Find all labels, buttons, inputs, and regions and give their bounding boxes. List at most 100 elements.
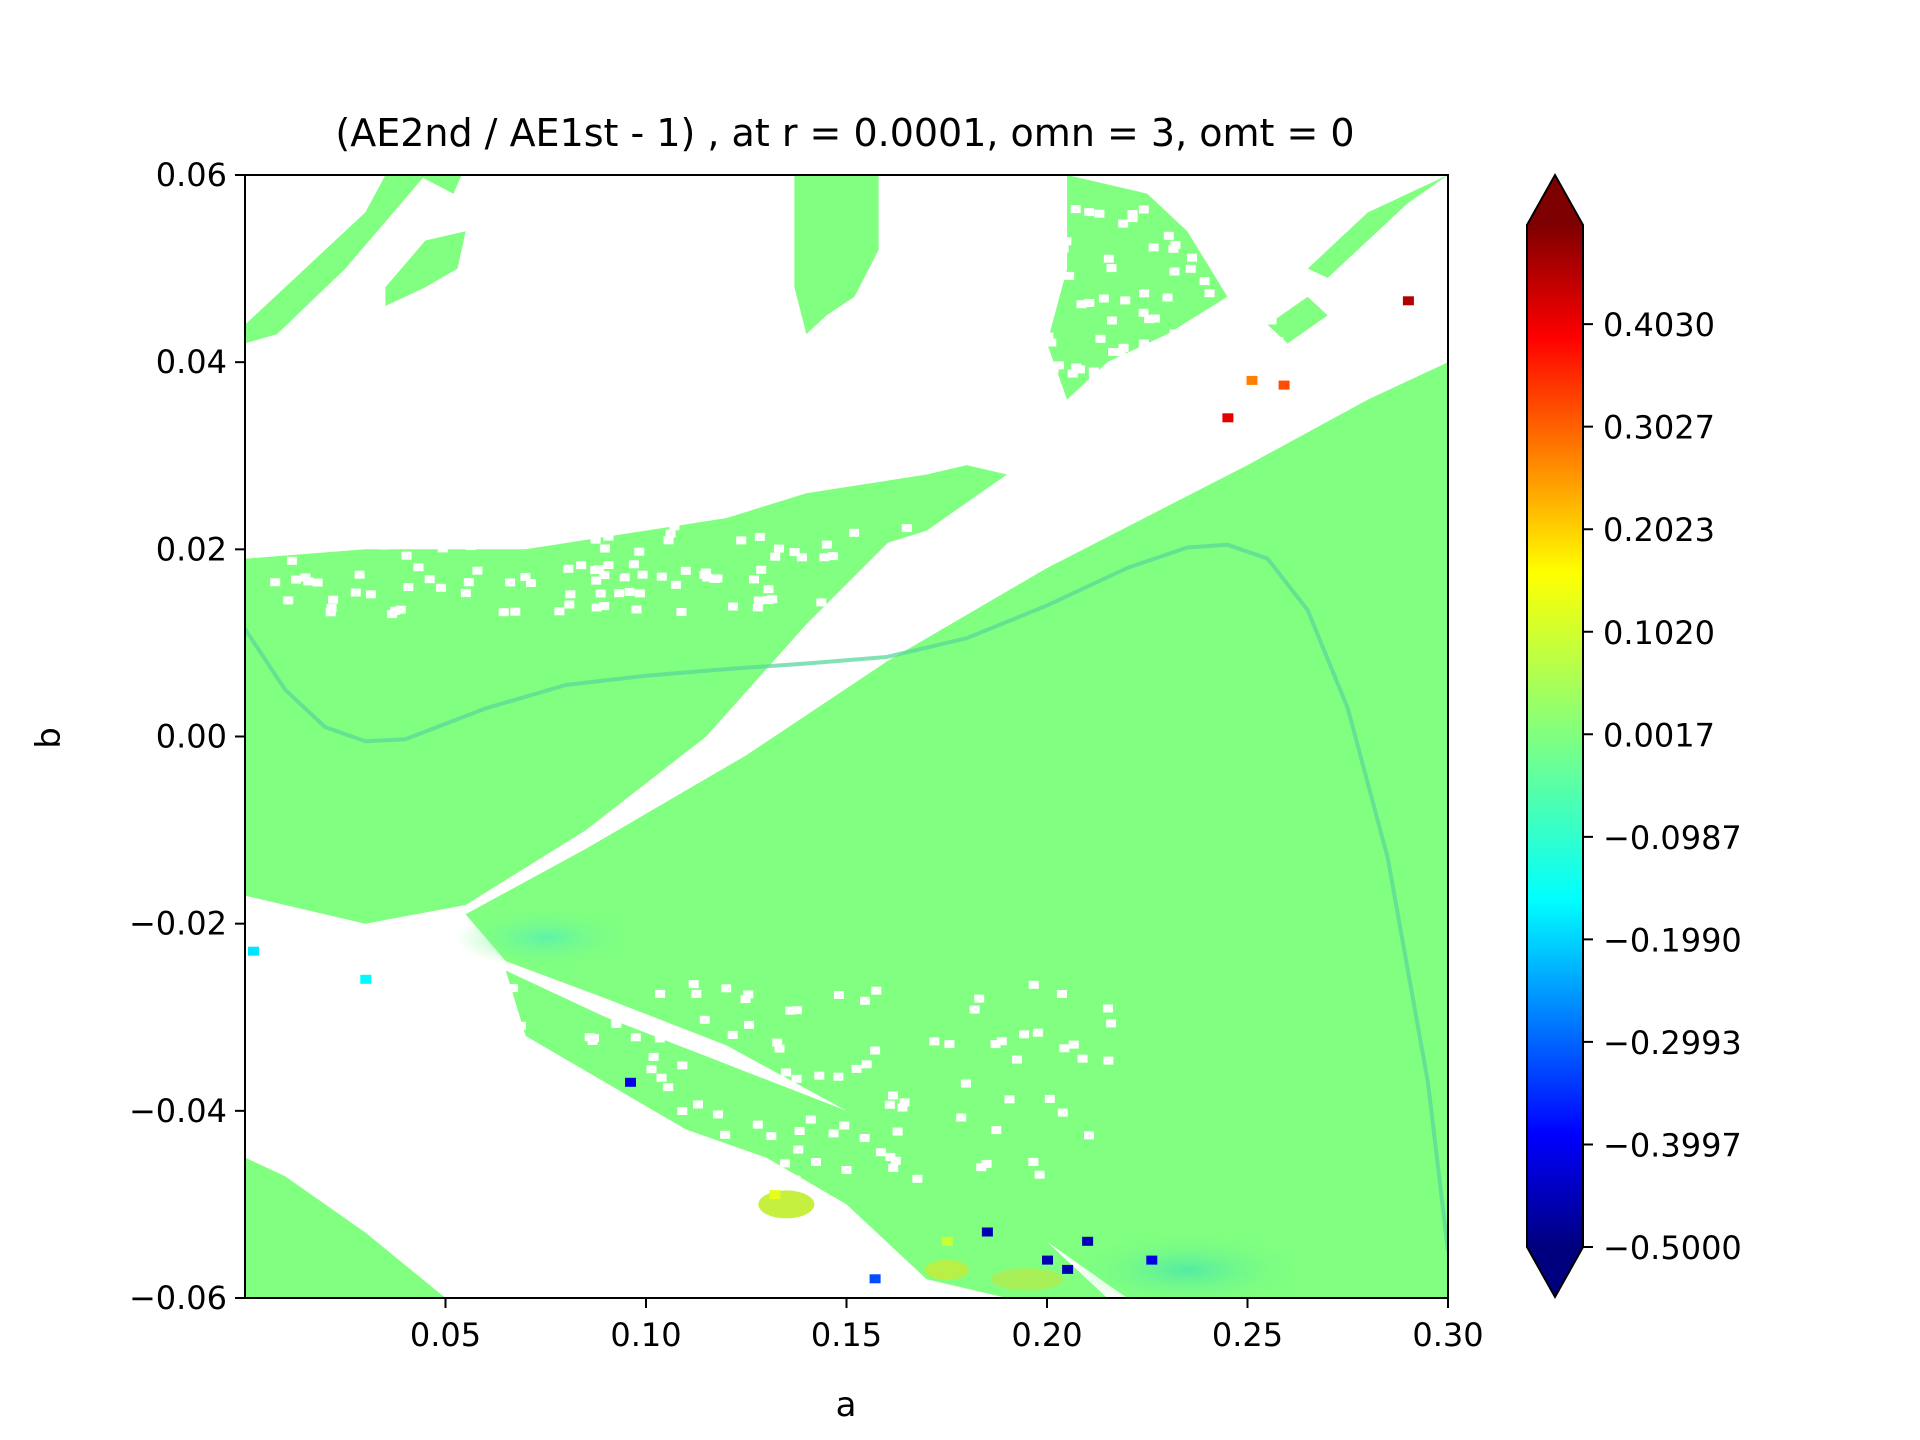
speckle-hole <box>956 1113 967 1122</box>
speckle-hole <box>870 1046 881 1055</box>
speckle-hole <box>1103 254 1114 263</box>
speckle-hole <box>919 546 930 554</box>
speckle-hole <box>1102 378 1113 386</box>
speckle-hole <box>990 1040 1001 1049</box>
speckle-hole <box>1040 335 1051 344</box>
speckle-hole <box>1139 289 1150 298</box>
outlier-cell <box>360 974 372 984</box>
outlier-cell <box>248 946 259 956</box>
speckle-hole <box>581 1112 592 1121</box>
speckle-hole <box>888 1091 898 1100</box>
speckle-hole <box>767 595 778 604</box>
speckle-hole <box>752 1120 763 1129</box>
speckle-hole <box>860 996 870 1005</box>
speckle-hole <box>1076 300 1087 309</box>
speckle-hole <box>890 597 901 606</box>
speckle-hole <box>899 1098 910 1107</box>
speckle-hole <box>851 1064 862 1073</box>
speckle-hole <box>740 995 751 1004</box>
speckle-hole <box>619 573 630 582</box>
speckle-hole <box>665 529 676 538</box>
speckle-hole <box>922 573 933 582</box>
top-right-fragment <box>1267 296 1328 344</box>
colorbar-tick-label: −0.2993 <box>1603 1024 1742 1062</box>
speckle-hole <box>1040 225 1051 234</box>
speckle-hole <box>1016 228 1027 237</box>
speckle-hole <box>437 544 448 553</box>
speckle-hole <box>728 602 738 611</box>
upper-mid-band <box>525 465 1007 578</box>
outlier-cell <box>981 1227 993 1237</box>
speckle-hole <box>562 1088 573 1097</box>
speckle-hole <box>1077 1054 1088 1063</box>
speckle-hole <box>1048 365 1059 374</box>
speckle-hole <box>1169 267 1180 276</box>
speckle-hole <box>774 1044 785 1053</box>
speckle-hole <box>291 575 302 584</box>
speckle-hole <box>816 598 827 607</box>
speckle-hole <box>1118 219 1129 228</box>
speckle-hole <box>1108 348 1118 356</box>
speckle-hole <box>270 578 281 587</box>
speckle-hole <box>892 1127 903 1136</box>
speckle-hole <box>1034 239 1045 248</box>
speckle-hole <box>1266 316 1277 325</box>
colorbar-tick-label: 0.1020 <box>1603 614 1715 652</box>
outlier-cell <box>1222 413 1234 423</box>
tip-tint <box>455 907 636 968</box>
speckle-hole <box>1138 339 1149 348</box>
speckle-hole <box>1148 243 1159 252</box>
speckle-hole <box>401 551 412 560</box>
speckle-hole <box>1057 1108 1068 1117</box>
speckle-hole <box>1242 203 1253 212</box>
speckle-hole <box>770 552 781 561</box>
speckle-hole <box>1280 363 1291 371</box>
speckle-hole <box>1196 338 1207 347</box>
speckle-hole <box>741 1158 752 1167</box>
speckle-hole <box>1233 234 1244 243</box>
speckle-hole <box>1187 253 1198 262</box>
speckle-hole <box>766 1132 777 1141</box>
speckle-hole <box>1046 338 1057 347</box>
speckle-hole <box>1131 364 1142 373</box>
speckle-hole <box>526 579 536 587</box>
outlier-cell <box>1062 1264 1074 1274</box>
speckle-hole <box>572 1078 583 1087</box>
speckle-hole <box>721 984 732 993</box>
chart-title: (AE2nd / AE1st - 1) , at r = 0.0001, omn… <box>335 111 1354 155</box>
speckle-hole <box>744 1020 754 1029</box>
speckle-hole <box>590 535 601 544</box>
colorbar-tick-label: −0.3997 <box>1603 1126 1742 1164</box>
lower-mid-band <box>505 970 1108 1298</box>
speckle-hole <box>976 1163 987 1172</box>
x-axis: 0.05 0.10 0.15 0.20 0.25 0.30 <box>410 1298 1484 1354</box>
speckle-hole <box>403 583 414 592</box>
speckle-hole <box>791 1006 802 1015</box>
speckle-hole <box>1212 207 1223 216</box>
speckle-hole <box>1184 369 1195 378</box>
speckle-hole <box>286 556 297 565</box>
speckle-hole <box>819 553 830 562</box>
speckle-hole <box>387 610 398 619</box>
speckle-hole <box>677 1061 688 1070</box>
speckle-hole <box>969 1005 980 1014</box>
speckle-hole <box>1127 210 1138 219</box>
y-axis-label: b <box>29 727 69 749</box>
speckle-hole <box>465 542 476 550</box>
speckle-hole <box>1118 343 1129 352</box>
speckle-hole <box>659 1128 670 1137</box>
speckle-hole <box>516 1021 526 1030</box>
speckle-hole <box>357 539 368 548</box>
speckle-hole <box>628 560 639 569</box>
speckle-hole <box>1278 215 1289 224</box>
speckle-hole <box>794 1127 805 1135</box>
speckle-hole <box>624 587 635 596</box>
speckle-hole <box>1039 362 1050 371</box>
speckle-hole <box>350 588 361 597</box>
speckle-hole <box>648 1052 659 1061</box>
y-tick-label: −0.02 <box>129 905 227 943</box>
speckle-hole <box>811 1158 821 1166</box>
speckle-hole <box>929 586 940 595</box>
speckle-hole <box>303 577 314 586</box>
speckle-hole <box>599 602 610 611</box>
